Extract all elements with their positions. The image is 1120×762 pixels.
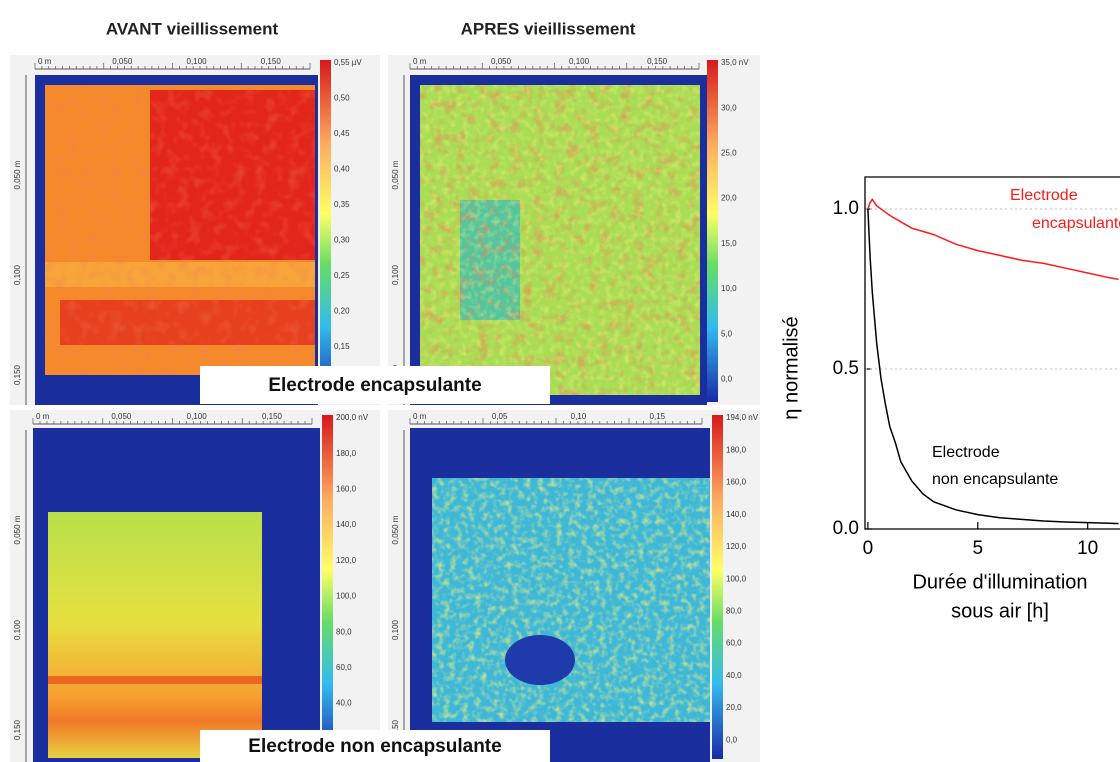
colorbar-label: 0,40 <box>334 165 350 174</box>
ruler-label: 0 m <box>413 412 427 421</box>
colorbar <box>707 60 718 402</box>
colorbar-label: 0,15 <box>334 342 350 351</box>
colorbar-label: 194,0 nV <box>726 413 759 422</box>
ruler-label: 0,100 <box>13 264 22 285</box>
ruler-label: 0,100 <box>13 619 22 640</box>
caption: Electrode non encapsulante <box>248 736 501 757</box>
colorbar-label: 30,0 <box>721 103 737 112</box>
colorbar <box>320 60 331 402</box>
series-label: Electrode <box>932 444 1000 461</box>
caption: Electrode encapsulante <box>268 375 481 396</box>
x-tick-label: 10 <box>1077 538 1098 559</box>
colorbar-label: 140,0 <box>726 510 747 519</box>
map-panel <box>388 55 760 405</box>
map-panel <box>10 410 380 762</box>
series-label: Electrode <box>1010 187 1078 204</box>
ruler-label: 0,050 m <box>391 160 400 189</box>
column-header: APRES vieillissement <box>461 19 636 38</box>
colorbar <box>712 415 723 759</box>
colorbar-label: 20,0 <box>721 194 737 203</box>
colorbar-label: 180,0 <box>726 445 747 454</box>
colorbar-label: 5,0 <box>721 329 733 338</box>
chart-labels: 0.0 0.5 1.0 0 5 10 Electrode encapsulante Electr… <box>780 187 1120 622</box>
ruler-label: 0,150 <box>261 57 282 66</box>
colorbar-label: 0,20 <box>334 306 350 315</box>
colorbar-label: 15,0 <box>721 239 737 248</box>
caption-box <box>200 366 550 404</box>
y-tick-label: 0.0 <box>833 518 859 539</box>
ruler-label: 0,100 <box>391 619 400 640</box>
colorbar-label: 0,50 <box>334 94 350 103</box>
colorbar-label: 0,0 <box>721 375 733 384</box>
colorbar-label: 80,0 <box>726 607 742 616</box>
colorbar-label: 20,0 <box>726 703 742 712</box>
colorbar-label: 0,55 µV <box>334 58 362 67</box>
colorbar-label: 100,0 <box>726 574 747 583</box>
colorbar-label: 0,25 <box>334 271 350 280</box>
colorbar-label: 35,0 nV <box>721 58 749 67</box>
x-tick-label: 5 <box>972 538 983 559</box>
ruler-label: 0,050 m <box>391 515 400 544</box>
ruler-label: 0 m <box>413 57 427 66</box>
colorbar-label: 160,0 <box>336 485 357 494</box>
ruler-label: 0 m <box>36 412 50 421</box>
colorbar-label: 60,0 <box>336 663 352 672</box>
ruler-label: 0,05 <box>492 412 508 421</box>
line-chart <box>864 176 1120 530</box>
ruler-label: 0,100 <box>187 412 208 421</box>
ruler-label: 0,050 <box>111 412 132 421</box>
colorbar-label: 0,35 <box>334 200 350 209</box>
series-label: encapsulante <box>1032 215 1120 232</box>
series-line <box>867 208 1119 525</box>
colorbar-label: 40,0 <box>336 699 352 708</box>
ruler-label: 0,100 <box>391 264 400 285</box>
colorbar-label: 0,45 <box>334 129 350 138</box>
ruler-label: 0 m <box>38 57 52 66</box>
x-axis-label: Durée d'illumination <box>912 571 1087 593</box>
colorbar-label: 120,0 <box>336 556 357 565</box>
ruler-label: 0,050 m <box>13 160 22 189</box>
ruler-label: 0,050 m <box>13 515 22 544</box>
colorbar-label: 200,0 nV <box>336 413 369 422</box>
colorbar-label: 40,0 <box>726 671 742 680</box>
y-tick-label: 1.0 <box>833 198 859 219</box>
ruler-label: 0,10 <box>571 412 587 421</box>
x-axis-label: sous air [h] <box>951 600 1049 622</box>
colorbar-label: 180,0 <box>336 449 357 458</box>
colorbar-label: 80,0 <box>336 627 352 636</box>
ruler-label: 0,050 <box>112 57 133 66</box>
colorbar-label: 60,0 <box>726 639 742 648</box>
colorbar-label: 120,0 <box>726 542 747 551</box>
colorbar-label: 140,0 <box>336 520 357 529</box>
colorbar-label: 160,0 <box>726 478 747 487</box>
ruler-label: 0,150 <box>647 57 668 66</box>
ruler-label: 0,100 <box>187 57 208 66</box>
map-panel <box>388 410 760 762</box>
colorbar-label: 25,0 <box>721 149 737 158</box>
map-panel <box>10 55 380 405</box>
ruler-label: 0,050 <box>491 57 512 66</box>
y-tick-label: 0.5 <box>833 358 859 379</box>
column-header: AVANT vieillissement <box>106 19 279 38</box>
ruler-label: 0,100 <box>569 57 590 66</box>
colorbar <box>322 415 333 759</box>
series-label: non encapsulante <box>932 471 1058 488</box>
colorbar-label: 100,0 <box>336 592 357 601</box>
ruler-label: 0,150 <box>262 412 283 421</box>
series-line <box>867 198 1119 281</box>
y-axis-label: η normalisé <box>780 316 802 419</box>
colorbar-label: 0,0 <box>726 735 738 744</box>
x-tick-label: 0 <box>863 538 874 559</box>
colorbar-label: 10,0 <box>721 284 737 293</box>
ruler-label: 0,150 <box>13 719 22 740</box>
axis-frame <box>864 176 1120 530</box>
caption-box <box>200 730 550 762</box>
colorbar-label: 0,30 <box>334 236 350 245</box>
ruler-label: 0,150 <box>13 364 22 385</box>
ruler-label: 0,150 <box>391 719 400 740</box>
ruler-label: 0,15 <box>650 412 666 421</box>
